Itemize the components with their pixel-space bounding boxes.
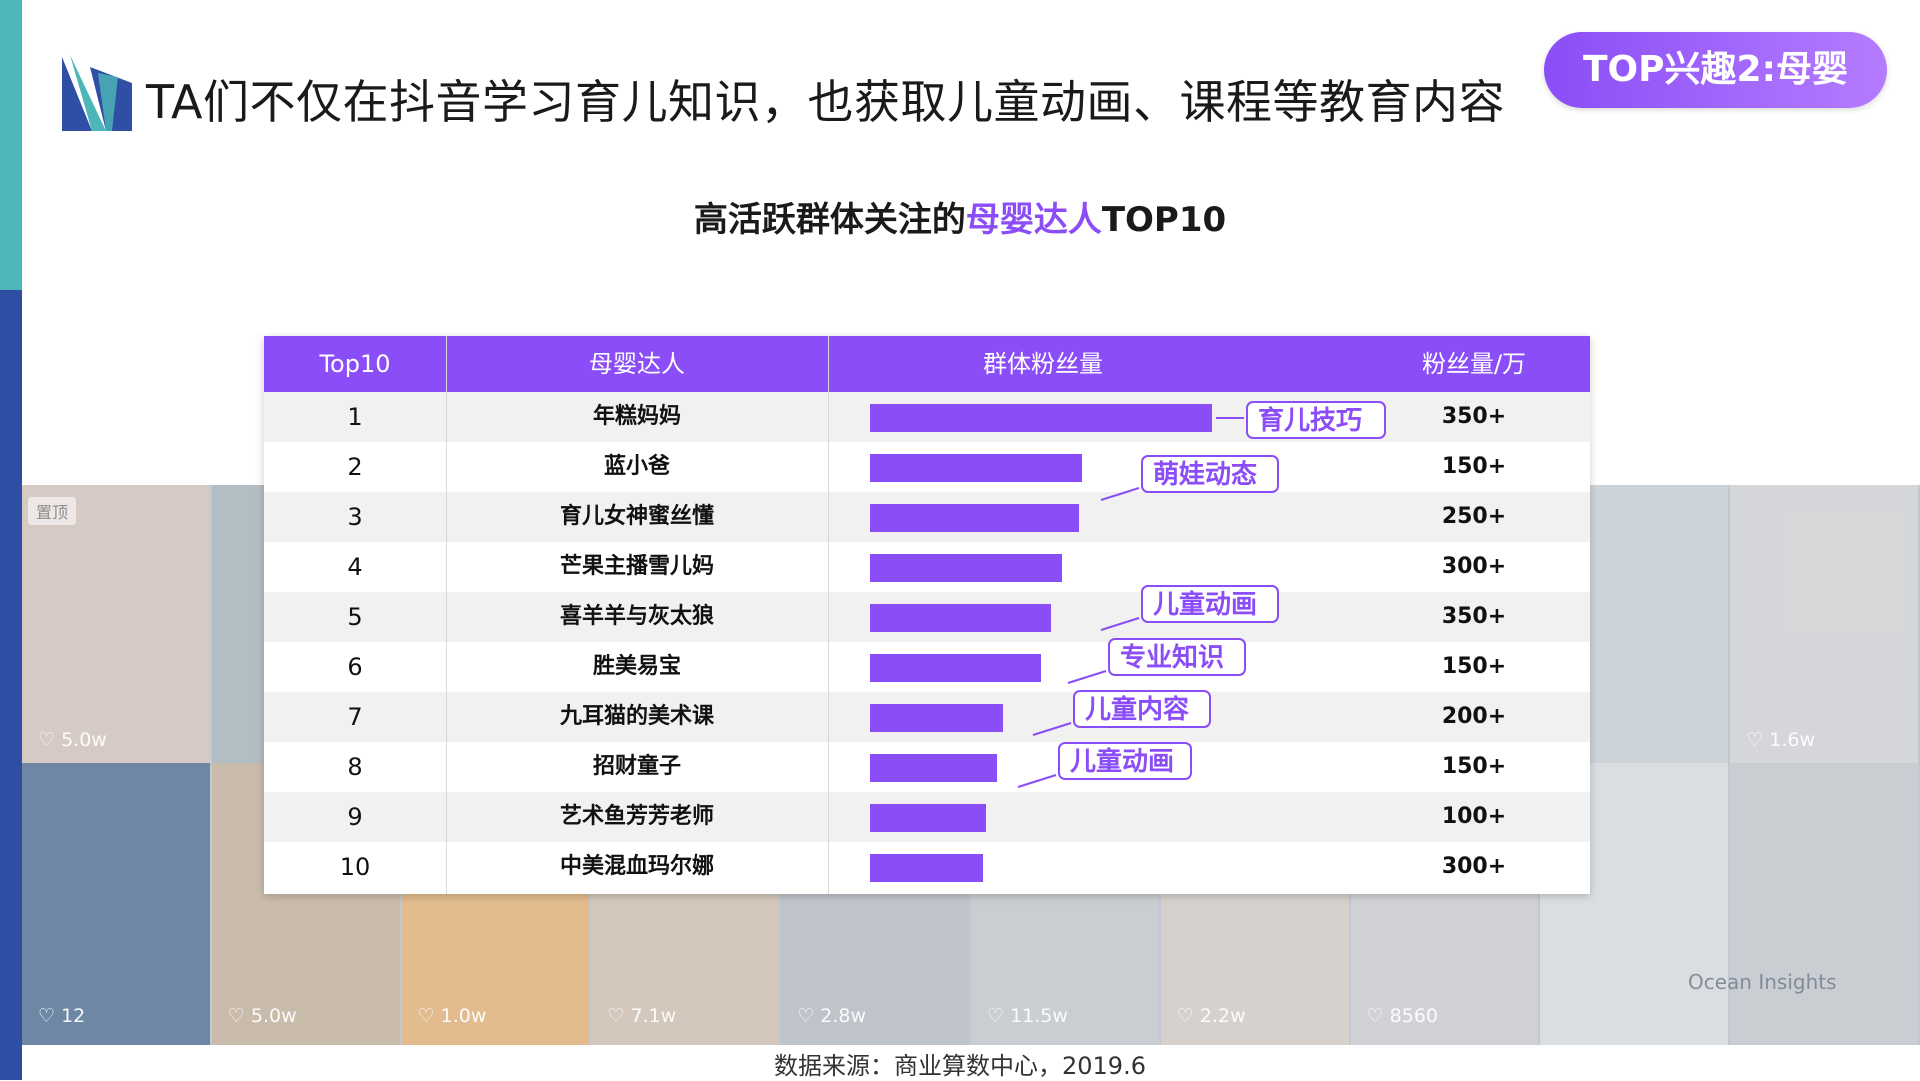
likes-count: ♡ 2.2w <box>1176 1005 1246 1027</box>
rank-cell: 7 <box>347 703 363 731</box>
creator-name-cell: 中美混血玛尔娜 <box>559 854 714 879</box>
creator-name-cell: 九耳猫的美术课 <box>559 704 714 729</box>
fan-bar <box>870 554 1062 582</box>
table-header: Top10 母婴达人 群体粉丝量 粉丝量/万 <box>264 336 1590 392</box>
left-accent-navy <box>0 290 22 1080</box>
rank-cell: 2 <box>347 453 363 481</box>
ranking-table: Top10 母婴达人 群体粉丝量 粉丝量/万 1 年糕妈妈 350+ 2 蓝小爸 150+… <box>264 336 1590 894</box>
brand-logo-icon <box>62 55 132 131</box>
fan-count-cell: 250+ <box>1441 504 1507 529</box>
chart-title-suffix: TOP10 <box>1101 200 1227 240</box>
fan-bar <box>870 754 997 782</box>
fan-count-cell: 350+ <box>1441 604 1507 629</box>
fan-bar <box>870 404 1212 432</box>
thumbnail-tile <box>1540 485 1729 1045</box>
table-row: 4 芒果主播雪儿妈 300+ <box>264 542 1590 592</box>
thumbnail-top <box>1730 485 1918 763</box>
header-name: 母婴达人 <box>589 350 685 378</box>
table-row: 6 胜美易宝 150+ <box>264 642 1590 692</box>
rank-cell: 5 <box>347 603 363 631</box>
creator-name-cell: 艺术鱼芳芳老师 <box>559 804 714 829</box>
header-rank: Top10 <box>319 350 391 378</box>
fan-count-cell: 300+ <box>1441 854 1507 879</box>
fan-bar <box>870 504 1079 532</box>
fan-bar <box>870 654 1041 682</box>
rank-cell: 8 <box>347 753 363 781</box>
column-divider <box>446 336 447 894</box>
fan-count-cell: 150+ <box>1441 454 1507 479</box>
likes-count: ♡ 5.0w <box>227 1005 297 1027</box>
creator-name-cell: 年糕妈妈 <box>592 404 681 429</box>
thumbnail-top <box>22 485 210 763</box>
rank-cell: 9 <box>347 803 363 831</box>
fan-count-cell: 150+ <box>1441 754 1507 779</box>
likes-count: ♡ 12 <box>38 1005 86 1027</box>
fan-bar <box>870 704 1004 732</box>
header-bar: 群体粉丝量 <box>983 350 1103 378</box>
chart-title: 高活跃群体关注的母婴达人TOP10 <box>0 192 1920 241</box>
data-source: 数据来源：商业算数中心，2019.6 <box>774 1052 1146 1080</box>
thumbnail-bottom <box>22 763 210 1045</box>
fan-count-cell: 100+ <box>1441 804 1507 829</box>
content-tag: 儿童动画 <box>1058 742 1192 780</box>
rank-cell: 1 <box>347 403 363 431</box>
fan-bar <box>870 804 987 832</box>
header-fans: 粉丝量/万 <box>1421 350 1527 378</box>
rank-cell: 10 <box>339 853 371 881</box>
content-tag: 儿童内容 <box>1073 690 1211 728</box>
thumbnail-tile: ♡ 5.0w ♡ 12 置顶 <box>22 485 210 1045</box>
likes-count: ♡ 8560 <box>1366 1005 1439 1027</box>
chart-title-highlight: 母婴达人 <box>965 200 1102 240</box>
creator-name-cell: 蓝小爸 <box>603 454 670 479</box>
thumbnail-bottom <box>1730 763 1918 1045</box>
table-row: 2 蓝小爸 150+ <box>264 442 1590 492</box>
table-row: 8 招财童子 150+ <box>264 742 1590 792</box>
content-tag: 专业知识 <box>1108 638 1246 676</box>
fan-count-cell: 200+ <box>1441 704 1507 729</box>
table-row: 7 九耳猫的美术课 200+ <box>264 692 1590 742</box>
topic-pill: TOP兴趣2:母婴 <box>1544 32 1887 108</box>
creator-name-cell: 喜羊羊与灰太狼 <box>559 604 714 629</box>
fan-bar <box>870 854 983 882</box>
fan-bar <box>870 604 1052 632</box>
content-tag: 育儿技巧 <box>1246 401 1386 439</box>
table-row: 3 育儿女神蜜丝懂 250+ <box>264 492 1590 542</box>
likes-count: ♡ 1.6w <box>1746 729 1816 751</box>
likes-count: ♡ 2.8w <box>797 1005 867 1027</box>
content-tag: 儿童动画 <box>1141 585 1279 623</box>
chart-title-prefix: 高活跃群体关注的 <box>693 200 966 240</box>
left-accent-teal <box>0 0 22 290</box>
fan-count-cell: 350+ <box>1441 404 1507 429</box>
likes-count: ♡ 7.1w <box>607 1005 677 1027</box>
creator-name-cell: 芒果主播雪儿妈 <box>559 554 714 579</box>
page-title: TA们不仅在抖音学习育儿知识，也获取儿童动画、课程等教育内容 <box>146 75 1505 129</box>
table-row: 5 喜羊羊与灰太狼 350+ <box>264 592 1590 642</box>
creator-name-cell: 胜美易宝 <box>592 654 681 679</box>
pinned-badge: 置顶 <box>28 497 77 525</box>
rank-cell: 6 <box>347 653 363 681</box>
fan-count-cell: 150+ <box>1441 654 1507 679</box>
fan-bar <box>870 454 1083 482</box>
table-row: 1 年糕妈妈 350+ <box>264 392 1590 442</box>
watermark: Ocean Insights <box>1688 970 1837 994</box>
likes-count: ♡ 11.5w <box>987 1005 1068 1027</box>
likes-count: ♡ 1.0w <box>417 1005 487 1027</box>
likes-count: ♡ 5.0w <box>38 729 107 751</box>
table-row: 10 中美混血玛尔娜 300+ <box>264 842 1590 892</box>
creator-name-cell: 育儿女神蜜丝懂 <box>559 504 714 529</box>
column-divider <box>828 336 829 894</box>
fan-count-cell: 300+ <box>1441 554 1507 579</box>
thumbnail-tile: ♡ 1.6w <box>1730 485 1918 1045</box>
rank-cell: 4 <box>347 553 363 581</box>
table-row: 9 艺术鱼芳芳老师 100+ <box>264 792 1590 842</box>
content-tag: 萌娃动态 <box>1141 455 1279 493</box>
rank-cell: 3 <box>347 503 363 531</box>
creator-name-cell: 招财童子 <box>592 754 681 779</box>
